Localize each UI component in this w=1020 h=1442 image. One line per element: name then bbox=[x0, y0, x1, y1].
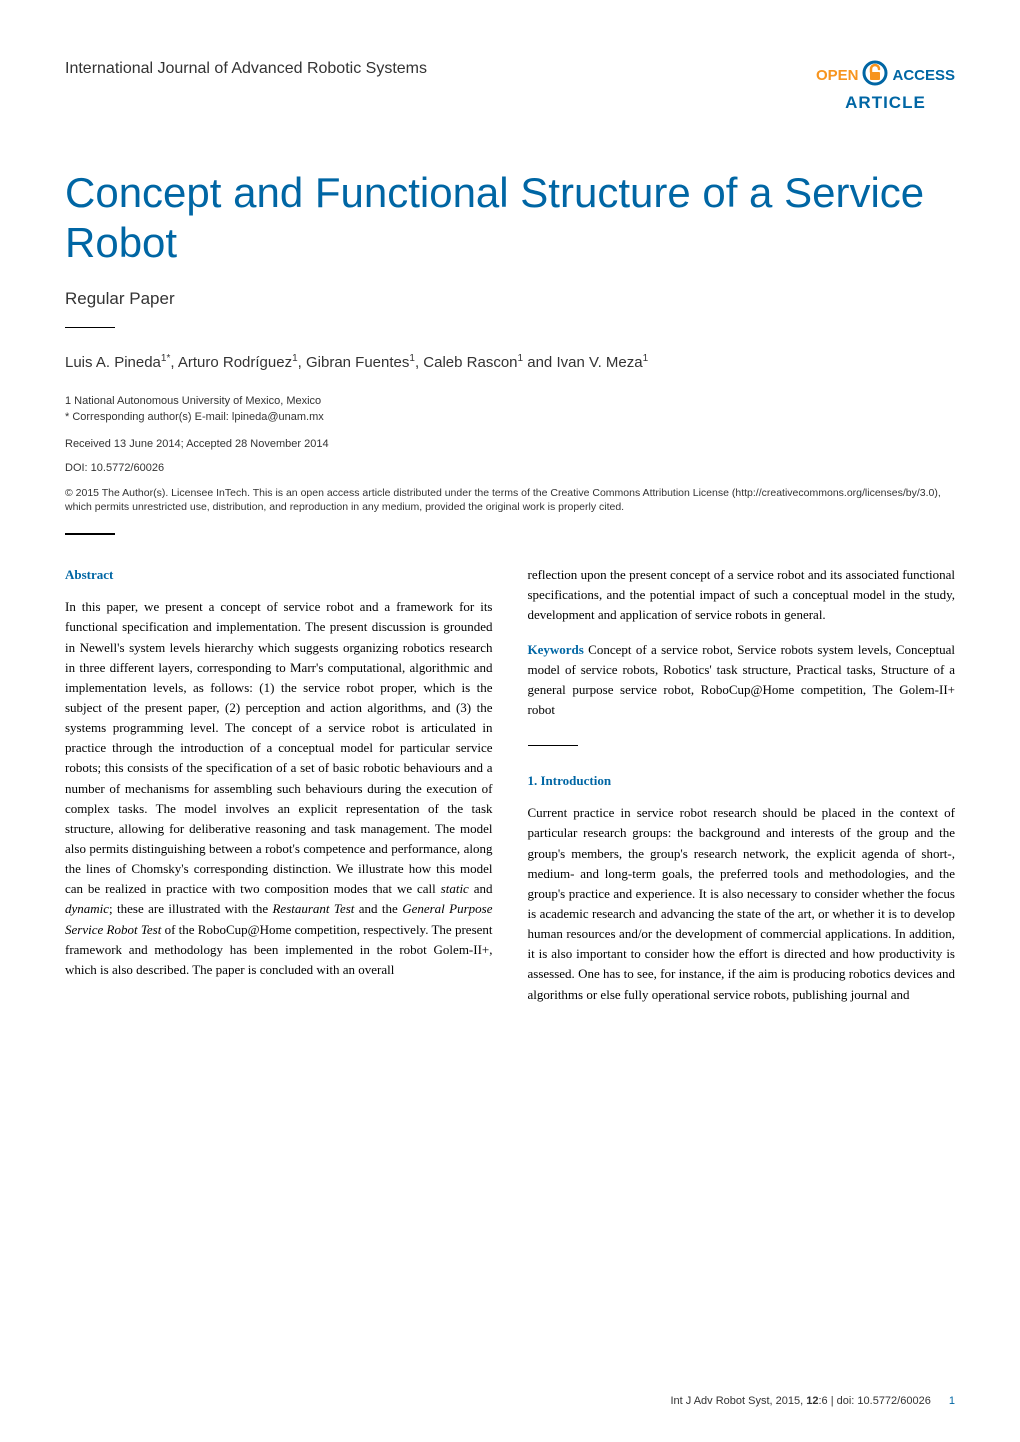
access-label: ACCESS bbox=[892, 67, 955, 84]
open-lock-icon bbox=[862, 60, 888, 91]
journal-name: International Journal of Advanced Roboti… bbox=[65, 60, 427, 78]
doi-text: DOI: 10.5772/60026 bbox=[65, 462, 955, 474]
affiliation-block: 1 National Autonomous University of Mexi… bbox=[65, 393, 955, 426]
article-label: ARTICLE bbox=[845, 93, 926, 113]
left-column: Abstract In this paper, we present a con… bbox=[65, 565, 493, 1005]
two-column-body: Abstract In this paper, we present a con… bbox=[65, 565, 955, 1005]
abstract-paragraph: In this paper, we present a concept of s… bbox=[65, 597, 493, 980]
right-column: reflection upon the present concept of a… bbox=[528, 565, 956, 1005]
footer-citation: Int J Adv Robot Syst, 2015, bbox=[670, 1395, 806, 1407]
abstract-heading: Abstract bbox=[65, 565, 493, 585]
received-dates: Received 13 June 2014; Accepted 28 Novem… bbox=[65, 438, 955, 450]
keywords-label: Keywords bbox=[528, 642, 584, 657]
paper-subtitle: Regular Paper bbox=[65, 289, 955, 309]
footer-volume: 12 bbox=[806, 1395, 818, 1407]
footer-citation2: :6 | doi: 10.5772/60026 bbox=[818, 1395, 930, 1407]
keywords-text: Concept of a service robot, Service robo… bbox=[528, 642, 956, 717]
keywords-paragraph: Keywords Concept of a service robot, Ser… bbox=[528, 640, 956, 721]
page-footer: Int J Adv Robot Syst, 2015, 12:6 | doi: … bbox=[670, 1395, 955, 1407]
authors-list: Luis A. Pineda1*, Arturo Rodríguez1, Gib… bbox=[65, 353, 955, 371]
divider bbox=[65, 327, 115, 328]
affiliation-line: 1 National Autonomous University of Mexi… bbox=[65, 393, 955, 410]
column-divider bbox=[528, 745, 578, 746]
divider-bold bbox=[65, 533, 115, 535]
license-text: © 2015 The Author(s). Licensee InTech. T… bbox=[65, 486, 955, 515]
header-row: International Journal of Advanced Roboti… bbox=[65, 60, 955, 113]
paper-title: Concept and Functional Structure of a Se… bbox=[65, 168, 955, 269]
introduction-paragraph: Current practice in service robot resear… bbox=[528, 803, 956, 1004]
open-access-badge: OPEN ACCESS ARTICLE bbox=[816, 60, 955, 113]
corresponding-author: * Corresponding author(s) E-mail: lpined… bbox=[65, 409, 955, 426]
page-number: 1 bbox=[949, 1395, 955, 1407]
abstract-continuation: reflection upon the present concept of a… bbox=[528, 565, 956, 625]
open-label: OPEN bbox=[816, 67, 859, 84]
open-access-row: OPEN ACCESS bbox=[816, 60, 955, 91]
introduction-heading: 1. Introduction bbox=[528, 771, 956, 791]
